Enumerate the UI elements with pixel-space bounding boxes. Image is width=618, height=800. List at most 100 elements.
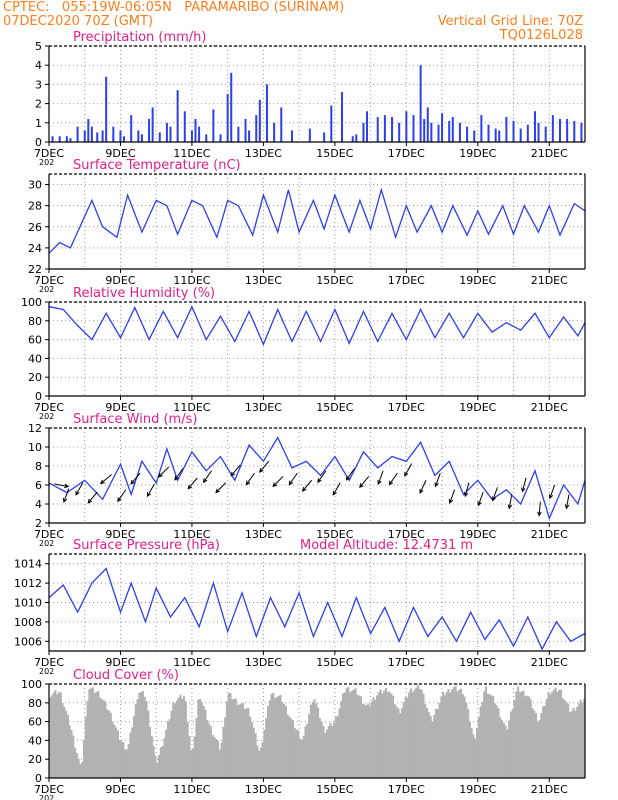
cloud-bar [517, 686, 520, 778]
cloud-bar [179, 694, 182, 778]
wind-arrow [332, 482, 341, 495]
x-tick-label: 15DEC [316, 783, 353, 796]
cloud-bar [442, 691, 445, 778]
x-tick-label: 15DEC [316, 528, 353, 541]
cloud-bar [522, 690, 525, 778]
x-tick-label: 9DEC [105, 401, 135, 414]
precip-bar [290, 130, 293, 142]
cloud-bar [543, 705, 546, 778]
x-tick-label: 15DEC [316, 274, 353, 287]
cloud-bar [392, 695, 395, 778]
cloud-bar [577, 703, 580, 778]
cloud-bar [195, 718, 198, 778]
cloud-bar [245, 708, 248, 778]
x-tick-label: 17DEC [388, 783, 425, 796]
y-tick-label: 4 [35, 498, 42, 511]
precip-bar [226, 94, 229, 142]
x-tick-label: 19DEC [459, 401, 496, 414]
precip-bar [558, 118, 561, 142]
cloud-bar [191, 748, 195, 778]
cloud-bar [518, 692, 521, 778]
cloud-bar [359, 696, 362, 778]
y-tick-label: 40 [28, 734, 42, 747]
cloud-bar [234, 698, 237, 778]
cloud-bar [124, 749, 127, 778]
wind-arrow-head [477, 501, 482, 507]
cloud-bar [68, 725, 71, 778]
cloud-bar [509, 711, 513, 778]
cloud-title: Cloud Cover (%) [73, 668, 179, 683]
wind-line [48, 436, 586, 521]
precip-bar [323, 132, 326, 142]
wind-arrow-head [130, 479, 135, 485]
precip-bar [112, 126, 115, 142]
y-tick-label: 3 [35, 78, 42, 91]
precip-bar [198, 126, 201, 142]
cloud-bar [306, 723, 309, 778]
precip-bar [398, 122, 401, 142]
cloud-bar [477, 717, 480, 778]
cloud-bar [152, 745, 155, 778]
wind-arrow-head [345, 475, 351, 481]
cloud-bar [513, 700, 516, 778]
cloud-bar [290, 718, 293, 778]
cloud-bar [118, 739, 121, 778]
precip-bar [190, 130, 193, 142]
cloud-bar [54, 690, 57, 778]
precip-bar [362, 122, 365, 142]
x-tick-label: 15DEC [316, 147, 353, 160]
precip-bar [566, 118, 569, 142]
y-tick-label: 10 [28, 441, 42, 454]
cloud-bar [165, 729, 168, 778]
cloud-bar [368, 705, 371, 778]
x-tick-label: 11DEC [173, 274, 210, 287]
precip-title: Precipitation (mm/h) [73, 30, 206, 45]
cloud-bar [145, 700, 148, 778]
precip-bar [466, 126, 469, 142]
cloud-bar [88, 689, 91, 778]
temp-panel: 22 24 26 28 30 7DEC 9DEC 11DEC 13DEC 15DEC 17DEC 19… [28, 158, 586, 294]
cloud-bar [199, 698, 202, 778]
precip-bar [473, 130, 476, 142]
y-tick-label: 28 [28, 200, 42, 213]
cloud-bar [375, 695, 379, 778]
precip-bar [140, 134, 143, 142]
precip-bar [537, 122, 540, 142]
cloud-bar [283, 703, 286, 778]
y-tick-label: 100 [21, 296, 42, 309]
wind-arrow-head [64, 483, 70, 489]
x-tick-label: 19DEC [459, 656, 496, 669]
cloud-bar [107, 710, 111, 778]
precip-bar [351, 136, 354, 142]
cloud-bar [140, 691, 143, 778]
wind-arrow-head [434, 482, 439, 488]
cloud-bar [358, 695, 361, 778]
cloud-bar [317, 707, 320, 778]
cloud-bar [127, 744, 130, 778]
cloud-bar [476, 727, 479, 778]
wind-arrow [388, 472, 398, 485]
cloud-bar [77, 758, 80, 778]
cloud-bar [291, 720, 295, 778]
cloud-bar [481, 702, 484, 778]
rh-panel: 0 20 40 60 80 100 7DEC 9DEC 11DEC 13DEC 15DEC 17DEC… [21, 286, 586, 421]
cloud-bar [125, 749, 128, 778]
cloud-bar [211, 734, 214, 778]
cloud-bar [99, 697, 102, 778]
x-tick-label: 11DEC [173, 783, 210, 796]
x-tick-label: 7DEC [34, 274, 64, 287]
cloud-bar [574, 710, 577, 778]
cloud-bar [533, 710, 536, 778]
wind-arrow [419, 480, 427, 494]
precip-bar [419, 65, 422, 142]
cloud-bar [388, 691, 391, 778]
x-tick-label: 7DEC [34, 528, 64, 541]
cloud-bar [156, 762, 159, 778]
precip-bar [151, 107, 154, 142]
cloud-bar [70, 729, 73, 778]
cloud-bar [429, 715, 432, 778]
cloud-bar [583, 698, 586, 778]
cloud-bar [425, 708, 429, 778]
precip-bar [255, 115, 258, 142]
wind-arrow-head [388, 480, 394, 486]
